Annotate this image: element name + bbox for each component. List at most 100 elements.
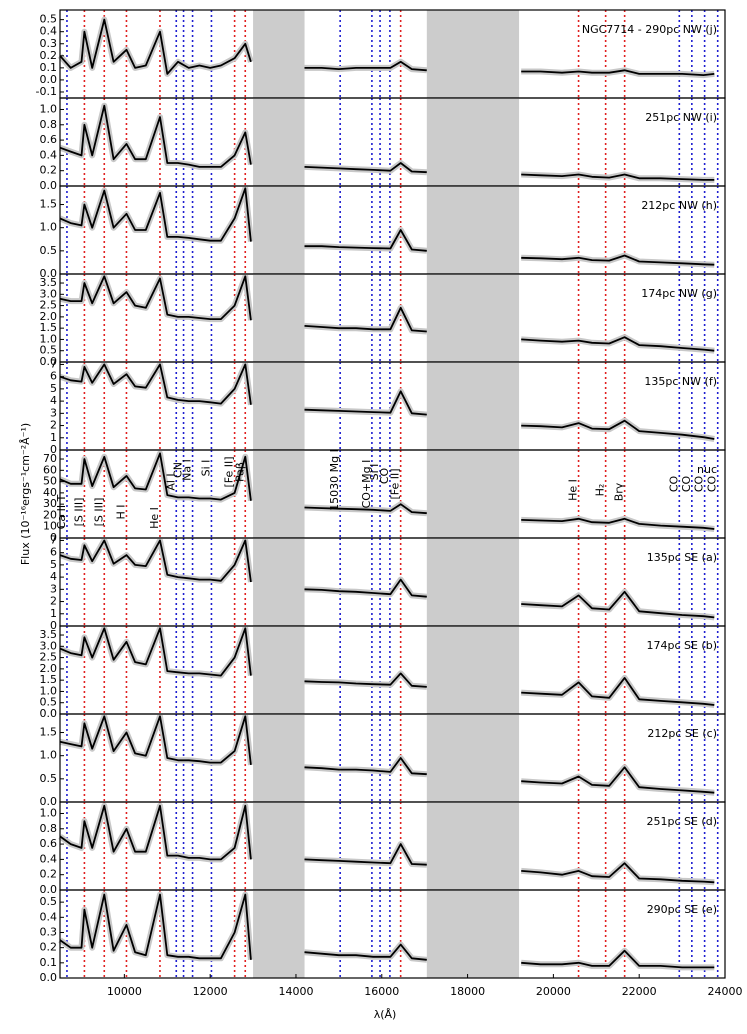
spectrum xyxy=(59,804,715,884)
masked-band xyxy=(426,450,520,538)
y-tick-label: 1.0 xyxy=(40,749,58,762)
y-tick-label: 0.4 xyxy=(40,148,58,161)
y-tick-label: -0.1 xyxy=(36,85,57,98)
panel-label: 174pc SE (b) xyxy=(646,639,717,652)
line-label: CO xyxy=(667,475,680,492)
error-envelope xyxy=(58,102,715,183)
spectrum xyxy=(59,275,715,352)
error-envelope xyxy=(58,625,715,708)
masked-band xyxy=(253,10,305,98)
y-tick-label: 50 xyxy=(43,475,57,488)
line-label: [Fe II] xyxy=(389,468,402,499)
y-tick-label: 0.2 xyxy=(40,49,58,62)
y-tick-label: 0.0 xyxy=(40,971,58,984)
y-tick-label: 1.0 xyxy=(40,102,58,115)
line-label: [Fe II] xyxy=(223,456,236,487)
panel-label: 251pc SE (d) xyxy=(646,815,717,828)
y-tick-label: 1.5 xyxy=(40,726,58,739)
line-label: [S III] xyxy=(92,498,105,527)
panel-label: 251pc NW (i) xyxy=(645,111,717,124)
error-envelope xyxy=(59,361,715,442)
line-label: Si I xyxy=(368,464,381,481)
y-tick-label: 7 xyxy=(50,357,57,370)
y-tick-label: 3.5 xyxy=(40,276,58,289)
line-label: CO xyxy=(378,467,391,484)
y-tick-label: 10 xyxy=(43,520,57,533)
y-tick-label: 6 xyxy=(50,370,57,383)
masked-band xyxy=(253,98,305,186)
line-label: H I xyxy=(114,504,127,519)
spectrum xyxy=(59,18,715,76)
x-tick-label: 14000 xyxy=(278,985,313,998)
masked-band xyxy=(253,450,305,538)
panel-label: 135pc SE (a) xyxy=(647,551,717,564)
y-tick-label: 0.4 xyxy=(40,25,58,38)
y-tick-label: 0.0 xyxy=(40,73,58,86)
y-tick-label: 2.5 xyxy=(40,299,58,312)
x-axis-label: λ(Å) xyxy=(374,1008,397,1021)
spectrum xyxy=(59,539,715,619)
masked-band xyxy=(426,98,520,186)
y-tick-label: 0.2 xyxy=(40,941,58,954)
x-tick-label: 16000 xyxy=(364,985,399,998)
x-tick-label: 10000 xyxy=(107,985,142,998)
x-tick-label: 20000 xyxy=(536,985,571,998)
y-tick-label: 2.0 xyxy=(40,310,58,323)
error-envelope xyxy=(59,713,715,796)
masked-band xyxy=(253,890,305,978)
y-tick-label: 0 xyxy=(50,531,57,544)
line-label: CO xyxy=(680,475,693,492)
y-tick-label: 4 xyxy=(50,570,57,583)
y-tick-label: 0.5 xyxy=(40,244,58,257)
line-label: [S III] xyxy=(72,498,85,527)
y-tick-label: 0.2 xyxy=(40,164,58,177)
masked-band xyxy=(253,626,305,714)
y-tick-label: 7 xyxy=(50,533,57,546)
y-tick-label: 2 xyxy=(50,419,57,432)
line-label: He I xyxy=(148,507,161,529)
line-label: Brγ xyxy=(613,482,626,501)
y-tick-label: 3 xyxy=(50,406,57,419)
y-tick-label: 70 xyxy=(43,452,57,465)
masked-band xyxy=(253,538,305,626)
line-label: H₂ xyxy=(594,484,607,497)
y-tick-label: 0.0 xyxy=(40,707,58,720)
y-tick-label: 0.0 xyxy=(40,267,58,280)
masked-band xyxy=(426,362,520,450)
x-tick-label: 12000 xyxy=(193,985,228,998)
y-tick-label: 3 xyxy=(50,582,57,595)
spectrum xyxy=(59,104,715,181)
y-tick-label: 5 xyxy=(50,382,57,395)
y-tick-label: 2.0 xyxy=(40,662,58,675)
y-tick-label: 0.0 xyxy=(40,795,58,808)
y-tick-label: 3.0 xyxy=(40,639,58,652)
y-tick-label: 0.0 xyxy=(40,883,58,896)
y-tick-label: 0.3 xyxy=(40,925,58,938)
y-tick-label: 0 xyxy=(50,619,57,632)
y-tick-label: 0.8 xyxy=(40,822,58,835)
y-tick-label: 0.5 xyxy=(40,696,58,709)
masked-band xyxy=(253,274,305,362)
spectrum xyxy=(59,363,715,440)
line-label: Al I xyxy=(164,473,177,490)
y-tick-label: 0.4 xyxy=(40,910,58,923)
y-tick-label: 1.5 xyxy=(40,198,58,211)
line-label: 15030 Mg I xyxy=(328,449,341,511)
x-tick-label: 22000 xyxy=(622,985,657,998)
y-tick-label: 0.6 xyxy=(40,133,58,146)
y-tick-label: 20 xyxy=(43,508,57,521)
y-tick-label: 0.5 xyxy=(40,772,58,785)
y-tick-label: 4 xyxy=(50,394,57,407)
y-axis-label: Flux (10⁻¹⁶ergs⁻¹cm⁻²Å⁻¹) xyxy=(19,423,32,565)
y-tick-label: 1.0 xyxy=(40,806,58,819)
y-tick-label: 0.4 xyxy=(40,852,58,865)
masked-band xyxy=(426,10,520,98)
y-tick-label: 5 xyxy=(50,558,57,571)
spectrum xyxy=(59,715,715,794)
panel-label: 290pc SE (e) xyxy=(647,903,717,916)
y-tick-label: 1.0 xyxy=(40,684,58,697)
y-tick-label: 40 xyxy=(43,486,57,499)
line-label: CO xyxy=(693,475,706,492)
error-envelope xyxy=(59,273,715,354)
line-label: CN xyxy=(172,462,185,478)
